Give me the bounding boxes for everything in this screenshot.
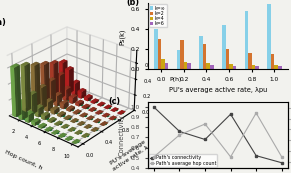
Path's connectivity (254, 155, 258, 157)
X-axis label: Hop count, h: Hop count, h (4, 150, 43, 171)
Bar (226, 49, 229, 69)
Line: Path's connectivity: Path's connectivity (152, 106, 283, 164)
Y-axis label: Connectivity: Connectivity (119, 114, 125, 156)
Bar (180, 40, 184, 69)
Bar (274, 65, 278, 69)
Path's average hop count (152, 156, 156, 158)
Y-axis label: Ps(k): Ps(k) (118, 28, 125, 45)
Bar (252, 65, 255, 69)
Bar (248, 53, 252, 69)
Bar (271, 54, 274, 69)
Path's average hop count (280, 156, 283, 158)
Bar (267, 4, 271, 69)
Bar (222, 25, 226, 69)
Bar (154, 29, 157, 69)
Bar (177, 50, 180, 69)
Bar (161, 59, 165, 69)
Bar (203, 44, 207, 69)
Bar (187, 63, 191, 69)
Text: (a): (a) (0, 18, 6, 27)
Path's connectivity (203, 138, 207, 140)
Path's average hop count (254, 112, 258, 114)
Path's average hop count (229, 156, 232, 158)
Bar (199, 36, 203, 69)
Path's average hop count (178, 134, 181, 136)
Text: (c): (c) (108, 97, 120, 106)
Line: Path's average hop count: Path's average hop count (152, 112, 283, 158)
Bar (157, 39, 161, 69)
Bar (184, 62, 187, 69)
Path's connectivity (178, 130, 181, 133)
Path's connectivity (280, 162, 283, 164)
Path's connectivity (152, 106, 156, 108)
Bar (255, 66, 259, 69)
Path's connectivity (229, 113, 232, 115)
Bar (210, 65, 214, 69)
Legend: k=∞, k=2, k=4, k=6: k=∞, k=2, k=4, k=6 (148, 4, 166, 28)
Path's average hop count (203, 123, 207, 125)
Text: (b): (b) (127, 0, 140, 7)
Bar (165, 63, 168, 69)
Bar (278, 66, 282, 69)
Bar (233, 66, 236, 69)
X-axis label: PU's average active rate, λpu: PU's average active rate, λpu (169, 87, 267, 93)
Legend: Path's connectivity, Path's average hop count: Path's connectivity, Path's average hop … (148, 154, 217, 167)
Y-axis label: PU's average
active rate, λ: PU's average active rate, λ (109, 139, 150, 171)
Bar (207, 63, 210, 69)
Bar (229, 64, 233, 69)
Bar (244, 11, 248, 69)
